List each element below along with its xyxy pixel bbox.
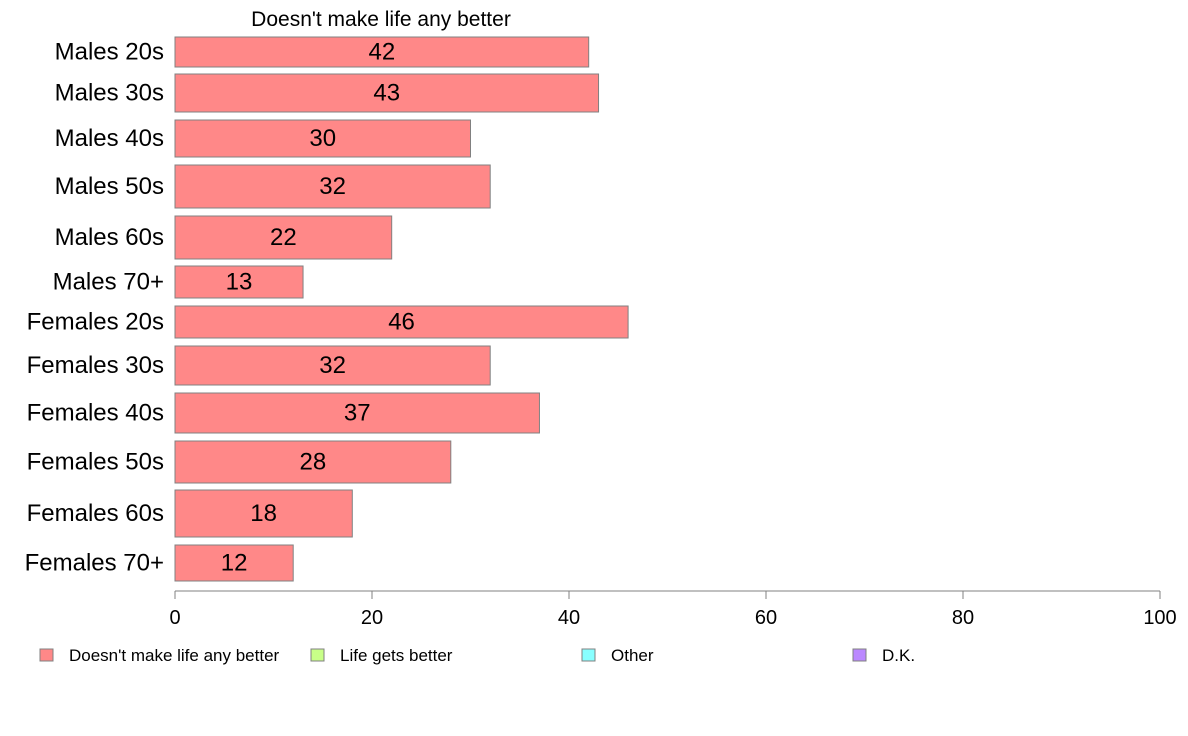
chart-title: Doesn't make life any better [251, 8, 511, 31]
data-label: 32 [319, 173, 346, 200]
legend-label: Life gets better [340, 646, 453, 665]
legend-swatch [310, 648, 325, 662]
category-label: Females 20s [27, 309, 164, 336]
category-label: Males 60s [55, 224, 164, 251]
bar [174, 265, 304, 299]
legend-label: Doesn't make life any better [69, 646, 280, 665]
bar [174, 305, 629, 339]
bar [174, 73, 600, 113]
data-label: 13 [226, 269, 253, 296]
data-label: 18 [250, 500, 277, 527]
bar [174, 489, 353, 538]
x-tick-label: 0 [169, 607, 180, 629]
category-label: Males 50s [55, 173, 164, 200]
data-label: 22 [270, 224, 297, 251]
x-tick-label: 100 [1143, 607, 1176, 629]
x-tick-label: 80 [952, 607, 974, 629]
category-label: Males 70+ [53, 269, 164, 296]
data-label: 30 [309, 125, 336, 152]
data-label: 32 [319, 352, 346, 379]
legend-swatch [581, 648, 596, 662]
bar [174, 544, 294, 582]
data-label: 42 [368, 39, 395, 66]
x-axis: 0 20 40 60 80 100 [169, 590, 1177, 629]
legend-swatch [852, 648, 867, 662]
legend-label: D.K. [882, 646, 915, 665]
category-label: Females 50s [27, 449, 164, 476]
x-tick-label: 60 [755, 607, 777, 629]
bar [174, 215, 393, 260]
data-label: 37 [344, 400, 371, 427]
legend: Doesn't make life any better Life gets be… [39, 646, 915, 665]
bar [174, 345, 491, 386]
category-label: Females 40s [27, 400, 164, 427]
bar [174, 392, 540, 434]
category-label: Males 40s [55, 125, 164, 152]
bar [174, 164, 491, 209]
category-label: Females 60s [27, 500, 164, 527]
x-tick-label: 40 [558, 607, 580, 629]
data-label: 28 [300, 449, 327, 476]
bars-group: Males 20s 42 Males 30s 43 Males 40s 30 Males 5… [25, 36, 629, 582]
legend-label: Other [611, 646, 654, 665]
category-label: Males 20s [55, 39, 164, 66]
category-label: Females 30s [27, 352, 164, 379]
category-label: Females 70+ [25, 550, 164, 577]
bar [174, 440, 452, 484]
data-label: 43 [373, 80, 400, 107]
data-label: 12 [221, 550, 248, 577]
legend-swatch [39, 648, 54, 662]
category-label: Males 30s [55, 80, 164, 107]
bar [174, 36, 590, 68]
x-tick-label: 20 [361, 607, 383, 629]
data-label: 46 [388, 309, 415, 336]
bar [174, 119, 471, 158]
